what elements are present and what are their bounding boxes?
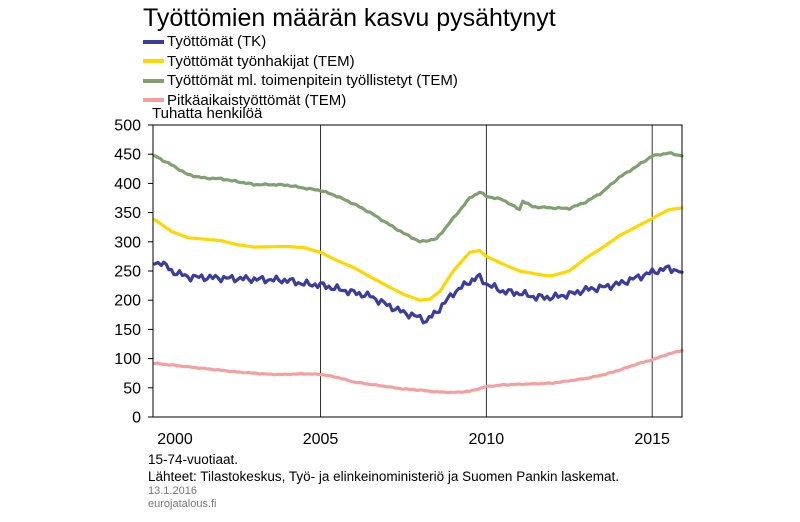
axis-layer: 0 50 100 150 200 250 300 350 400 450 500 2000 2005 20…: [114, 118, 683, 448]
series-line-4: [153, 348, 684, 395]
y-tick-label-400: 400: [114, 176, 141, 193]
grid-layer: [320, 125, 653, 417]
y-tick-label-200: 200: [114, 293, 141, 310]
footer-note: 15-74-vuotiaat.: [148, 452, 239, 467]
y-tick-label-300: 300: [114, 234, 141, 251]
legend-swatch-pitkaaikais: [143, 98, 164, 103]
footer-site: eurojatalous.fi: [148, 498, 217, 510]
legend: Työttömät (TK) Työttömät työnhakijat (TE…: [143, 32, 458, 110]
x-tick-label-2000: 2000: [157, 431, 193, 448]
y-tick-label-150: 150: [114, 322, 141, 339]
legend-item-pitkaaikais: Pitkäaikaistyöttömät (TEM): [143, 91, 458, 111]
y-tick-label-0: 0: [132, 410, 141, 427]
chart-footer: 15-74-vuotiaat. Lähteet: Tilastokeskus, …: [148, 451, 619, 511]
y-tick-label-100: 100: [114, 351, 141, 368]
legend-label-tk: Työttömät (TK): [167, 33, 267, 50]
legend-label-toimenpiteet: Työttömät ml. toimenpitein työllistetyt …: [167, 72, 458, 89]
x-tick-label-2005: 2005: [303, 431, 339, 448]
y-tick-label-250: 250: [114, 264, 141, 281]
legend-swatch-toimenpiteet: [143, 78, 164, 83]
legend-swatch-tyonhakijat: [143, 59, 164, 64]
footer-sources: Lähteet: Tilastokeskus, Työ- ja elinkein…: [148, 469, 619, 484]
legend-swatch-tk: [143, 39, 164, 44]
legend-label-pitkaaikais: Pitkäaikaistyöttömät (TEM): [167, 91, 347, 109]
footer-date: 13.1.2016: [148, 485, 197, 497]
legend-item-tyonhakijat: Työttömät työnhakijat (TEM): [143, 52, 458, 72]
y-tick-label-500: 500: [114, 118, 141, 135]
series-line-1: [153, 260, 684, 325]
y-tick-label-350: 350: [114, 205, 141, 222]
legend-item-tk: Työttömät (TK): [143, 32, 458, 52]
x-tick-label-2015: 2015: [634, 431, 670, 448]
legend-item-toimenpiteet: Työttömät ml. toimenpitein työllistetyt …: [143, 71, 458, 91]
chart-title: Työttömien määrän kasvu pysähtynyt: [143, 4, 556, 32]
series-line-3: [153, 151, 684, 244]
series-layer: [153, 151, 684, 395]
y-axis-unit-label: Tuhatta henkilöä: [152, 105, 263, 122]
y-tick-label-450: 450: [114, 147, 141, 164]
legend-label-tyonhakijat: Työttömät työnhakijat (TEM): [167, 52, 355, 70]
y-tick-label-50: 50: [123, 380, 141, 397]
plot-frame: [152, 124, 683, 418]
x-tick-label-2010: 2010: [469, 431, 505, 448]
series-line-2: [153, 206, 684, 302]
